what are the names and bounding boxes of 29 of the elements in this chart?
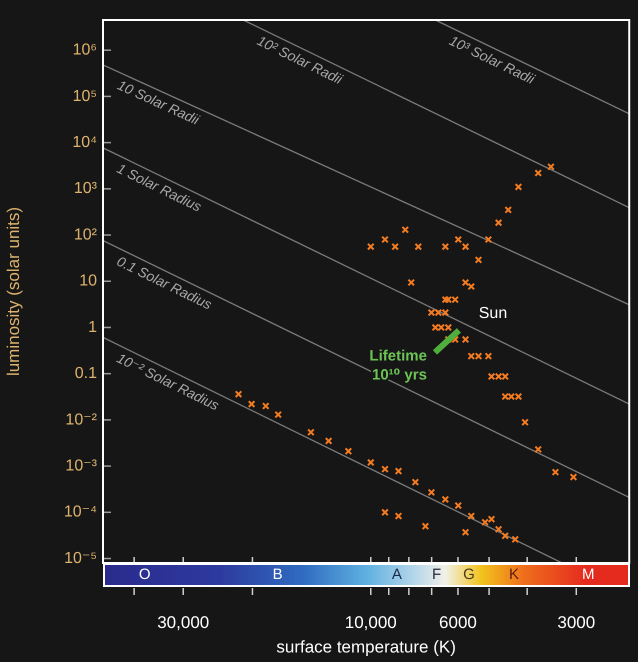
x-tick-label: 6000 — [439, 612, 477, 632]
text: F — [432, 566, 442, 584]
text: 10 Solar Radii — [115, 76, 203, 128]
y-axis-title: luminosity (solar units) — [4, 206, 23, 376]
x-tick-label: 3000 — [557, 612, 596, 632]
text: M — [582, 566, 594, 584]
y-tick-label: 1 — [88, 318, 98, 336]
y-tick-label: 10⁻⁵ — [64, 550, 97, 567]
x-tick-label: 30,000 — [157, 612, 210, 632]
text: G — [463, 566, 475, 584]
y-tick-label: 10⁻² — [65, 411, 98, 428]
annotation: Sun — [478, 304, 508, 322]
y-tick-label: 10⁵ — [72, 88, 97, 105]
x-tick-label: 10,000 — [344, 612, 397, 632]
text: 10² Solar Radii — [254, 32, 346, 88]
y-tick-label: 10⁻³ — [65, 458, 98, 475]
y-tick-label: 10 — [79, 272, 98, 290]
y-tick-label: 10⁶ — [72, 42, 97, 59]
text: 10³ Solar Radii — [446, 32, 538, 88]
x-axis-title: surface temperature (K) — [276, 637, 456, 656]
text: O — [138, 566, 151, 584]
text: A — [392, 566, 402, 584]
text: B — [272, 566, 283, 584]
text: K — [508, 566, 519, 584]
y-tick-label: 10² — [74, 226, 98, 244]
y-tick-label: 0.1 — [74, 365, 98, 382]
y-tick-label: 10⁻⁴ — [64, 504, 98, 521]
y-tick-label: 10⁴ — [72, 134, 98, 152]
y-tick-label: 10³ — [74, 180, 98, 198]
